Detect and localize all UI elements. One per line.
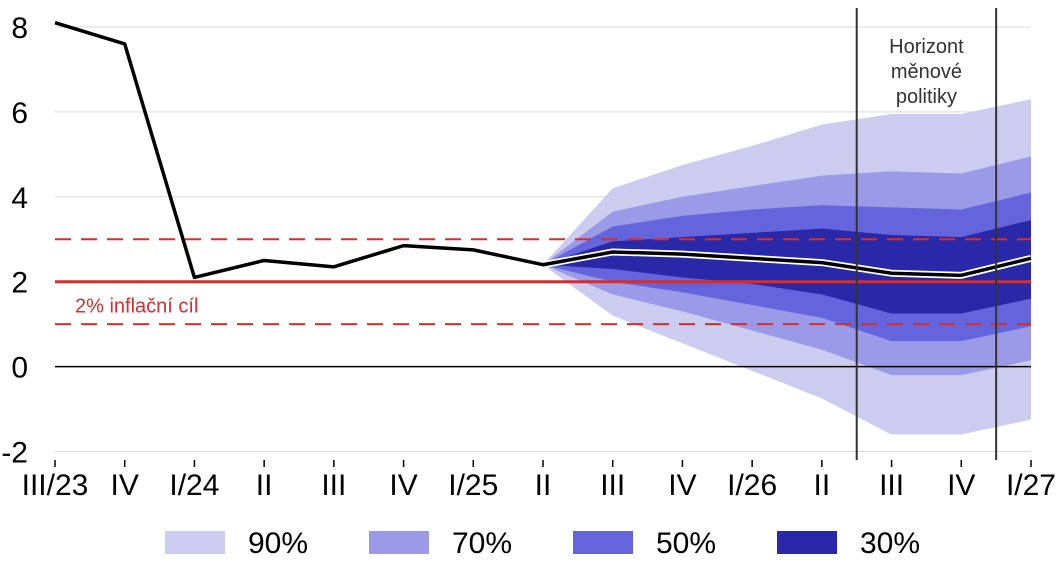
x-tick-label: II — [256, 469, 273, 502]
legend-swatch — [369, 531, 429, 554]
x-tick-label: III — [879, 469, 904, 502]
y-tick-label: 4 — [11, 182, 28, 215]
inflation-target: 2% inflační cíl — [55, 238, 1031, 326]
x-tick-label: IV — [668, 469, 696, 502]
x-tick-label: I/24 — [169, 469, 219, 502]
legend-swatch — [777, 531, 837, 554]
horizon-label-line: měnové — [891, 61, 962, 83]
legend-label: 50% — [656, 527, 716, 560]
x-tick-label: I/25 — [448, 469, 498, 502]
legend-label: 30% — [860, 527, 920, 560]
y-axis-ticks: -2 0 2 4 6 8 — [1, 12, 28, 470]
legend-swatch — [573, 531, 633, 554]
x-tick-label: IV — [947, 469, 975, 502]
x-tick-label: II — [535, 469, 552, 502]
legend-label: 70% — [452, 527, 512, 560]
x-axis-ticks: III/23 IV I/24 II III IV I/25 II III IV I/26 II III I… — [22, 460, 1056, 502]
x-tick-label: IV — [389, 469, 417, 502]
x-tick-label: II — [814, 469, 831, 502]
legend-label: 90% — [248, 527, 308, 560]
target-label: 2% inflační cíl — [75, 296, 198, 318]
x-tick-label: III — [321, 469, 346, 502]
x-tick-label: III — [600, 469, 625, 502]
y-tick-label: 2 — [11, 267, 28, 300]
y-tick-label: -2 — [1, 437, 28, 470]
legend: 90% 70% 50% 30% — [165, 527, 920, 560]
x-tick-label: III/23 — [22, 469, 89, 502]
legend-swatch — [165, 531, 225, 554]
x-tick-label: I/27 — [1006, 469, 1056, 502]
fan-bands — [543, 99, 1031, 435]
y-tick-label: 6 — [11, 97, 28, 130]
series-line — [54, 21, 1032, 280]
horizon-label-line: politiky — [896, 86, 957, 108]
series — [54, 21, 1032, 280]
x-tick-label: IV — [111, 469, 139, 502]
horizon-label-line: Horizont — [889, 36, 964, 58]
x-tick-label: I/26 — [727, 469, 777, 502]
y-tick-label: 8 — [11, 12, 28, 45]
y-tick-label: 0 — [11, 352, 28, 385]
fan-band-30pct — [543, 220, 1031, 314]
policy-horizon: Horizont měnové politiky — [855, 8, 998, 460]
